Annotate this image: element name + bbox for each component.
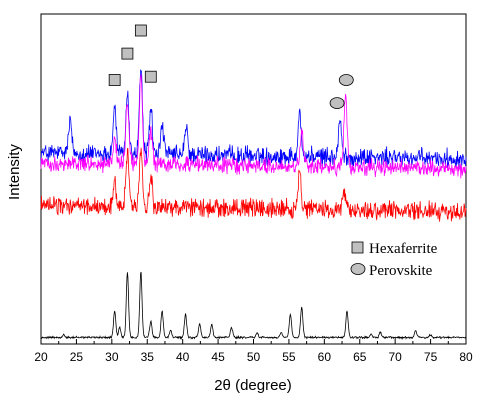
x-tick-label: 40 [176,350,190,364]
x-tick-label: 30 [105,350,119,364]
hexaferrite-marker [134,24,147,37]
legend-square-marker [351,241,364,254]
hexaferrite-marker [121,47,134,60]
traces [40,69,467,340]
x-tick-label: 80 [459,350,473,364]
x-tick-label: 20 [34,350,48,364]
x-tick-label: 60 [318,350,332,364]
x-tick-label: 70 [388,350,402,364]
trace-0 [40,69,467,169]
perovskite-marker [329,97,345,109]
legend-label-hexaferrite: Hexaferrite [369,241,438,257]
plot-frame [40,13,467,345]
x-tick-label: 25 [70,350,84,364]
hexaferrite-marker [108,74,121,86]
trace-2 [40,147,467,222]
x-tick-label: 55 [282,350,296,364]
legend-ellipse-marker [350,263,366,275]
x-tick-label: 45 [211,350,225,364]
trace-1 [40,74,467,179]
perovskite-marker [338,74,354,86]
peak-annotations [108,24,354,109]
trace-3 [40,271,467,340]
legend-label-perovskite: Perovskite [369,263,433,279]
y-axis-label: Intensity [6,144,23,200]
x-axis-ticks [40,339,467,344]
legend: Hexaferrite Perovskite [350,241,438,279]
x-tick-label: 50 [247,350,261,364]
x-axis-label: 2θ (degree) [214,377,292,394]
hexaferrite-marker [144,70,157,83]
x-axis-tick-labels: 20 25 30 35 40 45 50 55 60 65 70 75 80 [34,350,473,364]
x-tick-label: 65 [353,350,367,364]
x-tick-label: 75 [424,350,438,364]
x-tick-label: 35 [141,350,155,364]
